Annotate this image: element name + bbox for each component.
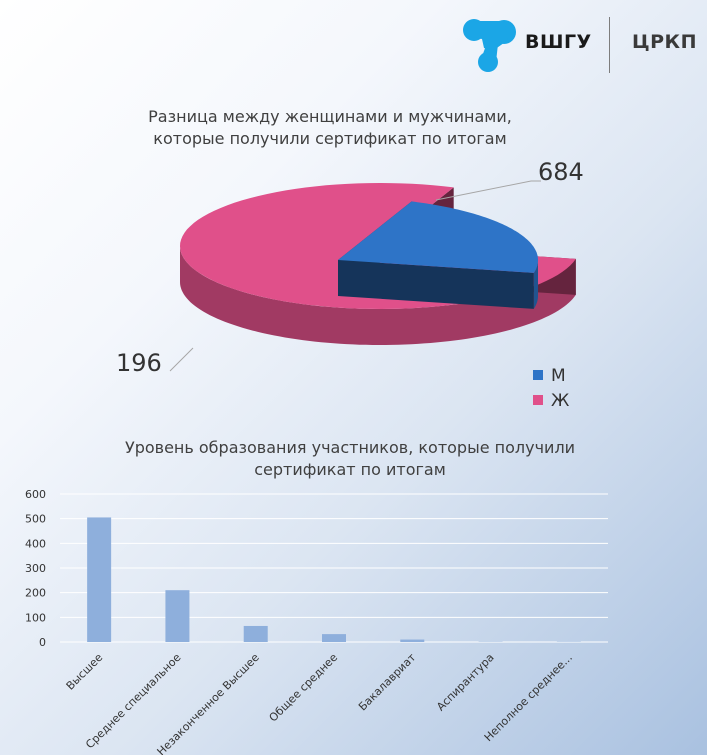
- bar: [243, 625, 268, 642]
- pie-slice-f-side: [180, 246, 576, 345]
- y-tick-label: 500: [25, 513, 46, 526]
- pie-chart: 684 196: [116, 158, 584, 377]
- y-tick-label: 600: [25, 488, 46, 501]
- bar-chart-title: Уровень образования участников, которые …: [80, 437, 620, 481]
- x-tick-label: Высшее: [64, 651, 106, 693]
- logo-icon: [463, 19, 516, 72]
- y-tick-label: 100: [25, 611, 46, 624]
- data-label-f: 684: [538, 158, 584, 186]
- bar: [322, 634, 346, 642]
- x-tick-label: Неполное среднее...: [482, 651, 575, 744]
- x-tick-label: Общее среднее: [267, 651, 341, 725]
- data-label-m: 196: [116, 349, 162, 377]
- legend-swatch-f: [533, 395, 543, 405]
- pie-title-line-1: Разница между женщинами и мужчинами,: [148, 107, 512, 126]
- brand-unit: ЦРКП: [632, 31, 697, 53]
- brand-divider: [609, 17, 610, 73]
- leader-line-f: [435, 180, 541, 201]
- pie-slice-m-top: [338, 201, 538, 273]
- y-tick-label: 400: [25, 537, 46, 550]
- y-tick-label: 300: [25, 562, 46, 575]
- header: ВШГУ ЦРКП: [0, 0, 707, 85]
- y-tick-label: 0: [39, 636, 46, 649]
- pie-slice-m-face: [338, 260, 534, 309]
- x-tick-label: Аспирантура: [434, 651, 497, 714]
- pie-slice-m: [338, 201, 538, 309]
- pie-chart-title: Разница между женщинами и мужчинами, кот…: [110, 106, 550, 150]
- bar: [87, 517, 112, 642]
- pie-slice-m-side: [533, 260, 538, 309]
- bar: [165, 590, 190, 642]
- legend-label-f: Ж: [551, 391, 570, 411]
- bar-title-line-1: Уровень образования участников, которые …: [124, 438, 576, 457]
- leader-line-m: [169, 347, 194, 372]
- brand-name: ВШГУ: [525, 31, 592, 53]
- legend-swatch-m: [533, 370, 543, 380]
- y-tick-label: 200: [25, 587, 46, 600]
- bar: [400, 639, 425, 642]
- legend-item-m: М: [533, 366, 566, 386]
- pie-title-line-2: которые получили сертификат по итогам: [153, 129, 507, 148]
- x-tick-label: Бакалавриат: [356, 651, 419, 714]
- legend-label-m: М: [551, 366, 566, 386]
- legend-item-f: Ж: [533, 391, 569, 411]
- bar-title-line-2: сертификат по итогам: [254, 460, 446, 479]
